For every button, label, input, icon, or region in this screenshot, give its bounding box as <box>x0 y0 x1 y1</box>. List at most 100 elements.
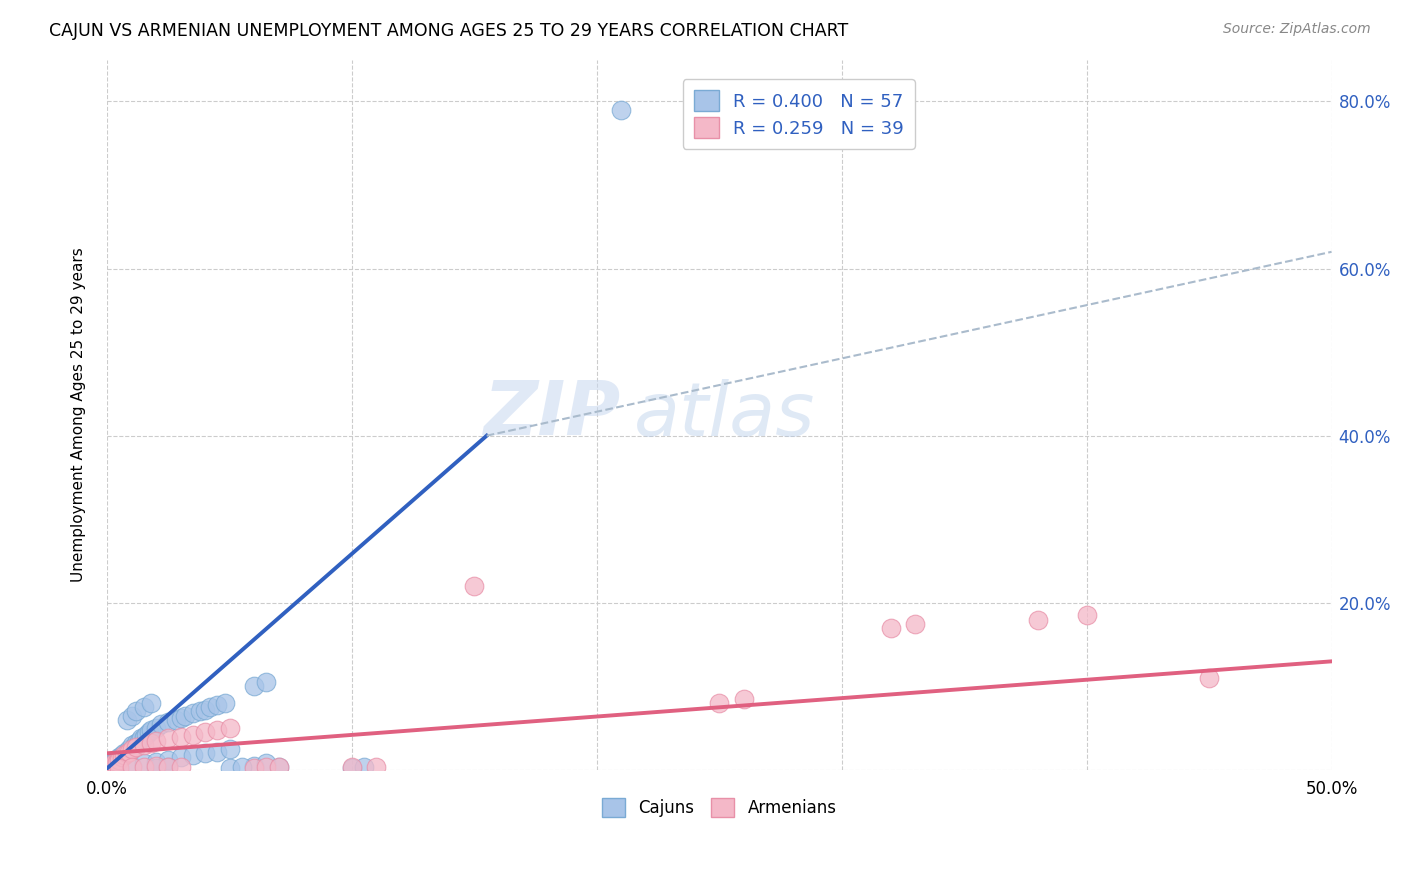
Point <box>125 705 148 719</box>
Text: ZIP: ZIP <box>484 378 621 451</box>
Point <box>111 747 134 762</box>
Point <box>243 680 266 694</box>
Y-axis label: Unemployment Among Ages 25 to 29 years: Unemployment Among Ages 25 to 29 years <box>72 247 86 582</box>
Point <box>610 103 633 117</box>
Point <box>157 760 180 774</box>
Point <box>254 675 277 690</box>
Point <box>207 745 229 759</box>
Point <box>340 761 363 775</box>
Point <box>108 761 131 775</box>
Point <box>115 713 138 727</box>
Point <box>188 705 211 719</box>
Point <box>132 756 155 771</box>
Point <box>165 713 187 727</box>
Point <box>218 721 240 735</box>
Point <box>1198 671 1220 685</box>
Point <box>132 738 155 752</box>
Point <box>243 759 266 773</box>
Point <box>207 698 229 712</box>
Point <box>218 761 240 775</box>
Point <box>366 759 388 773</box>
Text: atlas: atlas <box>634 379 815 450</box>
Point <box>121 738 143 752</box>
Point <box>132 730 155 744</box>
Text: CAJUN VS ARMENIAN UNEMPLOYMENT AMONG AGES 25 TO 29 YEARS CORRELATION CHART: CAJUN VS ARMENIAN UNEMPLOYMENT AMONG AGE… <box>49 22 848 40</box>
Point <box>108 753 131 767</box>
Point <box>108 761 131 775</box>
Point <box>121 742 143 756</box>
Point <box>101 756 124 771</box>
Point <box>169 759 191 773</box>
Point <box>141 736 163 750</box>
Point <box>141 723 163 737</box>
Point <box>103 755 125 769</box>
Point <box>121 759 143 773</box>
Point <box>198 700 221 714</box>
Point <box>267 759 290 773</box>
Point <box>118 745 141 759</box>
Point <box>157 731 180 746</box>
Point <box>145 755 167 769</box>
Point <box>181 728 204 742</box>
Point <box>111 750 134 764</box>
Point <box>194 725 217 739</box>
Point <box>125 739 148 754</box>
Point <box>149 717 172 731</box>
Point <box>207 723 229 737</box>
Point <box>121 708 143 723</box>
Point <box>254 760 277 774</box>
Point <box>145 733 167 747</box>
Point <box>145 721 167 735</box>
Legend: Cajuns, Armenians: Cajuns, Armenians <box>593 789 845 826</box>
Point <box>118 742 141 756</box>
Point <box>267 760 290 774</box>
Point <box>98 759 121 773</box>
Point <box>157 714 180 729</box>
Point <box>108 750 131 764</box>
Point <box>904 616 927 631</box>
Point <box>125 736 148 750</box>
Point <box>169 750 191 764</box>
Point <box>131 731 153 746</box>
Point <box>145 759 167 773</box>
Point <box>181 706 204 721</box>
Point <box>169 711 191 725</box>
Point <box>105 753 128 767</box>
Point <box>733 692 755 706</box>
Point <box>169 730 191 744</box>
Point <box>103 756 125 771</box>
Point <box>135 728 157 742</box>
Point <box>101 759 124 773</box>
Point <box>194 703 217 717</box>
Point <box>1026 613 1049 627</box>
Point <box>880 621 903 635</box>
Text: Source: ZipAtlas.com: Source: ZipAtlas.com <box>1223 22 1371 37</box>
Point <box>463 579 485 593</box>
Point <box>141 696 163 710</box>
Point <box>254 756 277 771</box>
Point <box>112 747 135 762</box>
Point <box>340 760 363 774</box>
Point <box>145 761 167 775</box>
Point <box>181 747 204 762</box>
Point <box>121 760 143 774</box>
Point <box>174 708 197 723</box>
Point <box>132 700 155 714</box>
Point <box>157 760 180 774</box>
Point <box>115 745 138 759</box>
Point <box>243 761 266 775</box>
Point <box>231 760 253 774</box>
Point <box>105 755 128 769</box>
Point <box>112 746 135 760</box>
Point <box>122 739 145 754</box>
Point <box>218 742 240 756</box>
Point <box>1076 608 1098 623</box>
Point <box>132 759 155 773</box>
Point <box>709 696 731 710</box>
Point <box>138 725 160 739</box>
Point <box>157 753 180 767</box>
Point <box>353 760 375 774</box>
Point <box>194 746 217 760</box>
Point <box>115 746 138 760</box>
Point <box>214 696 236 710</box>
